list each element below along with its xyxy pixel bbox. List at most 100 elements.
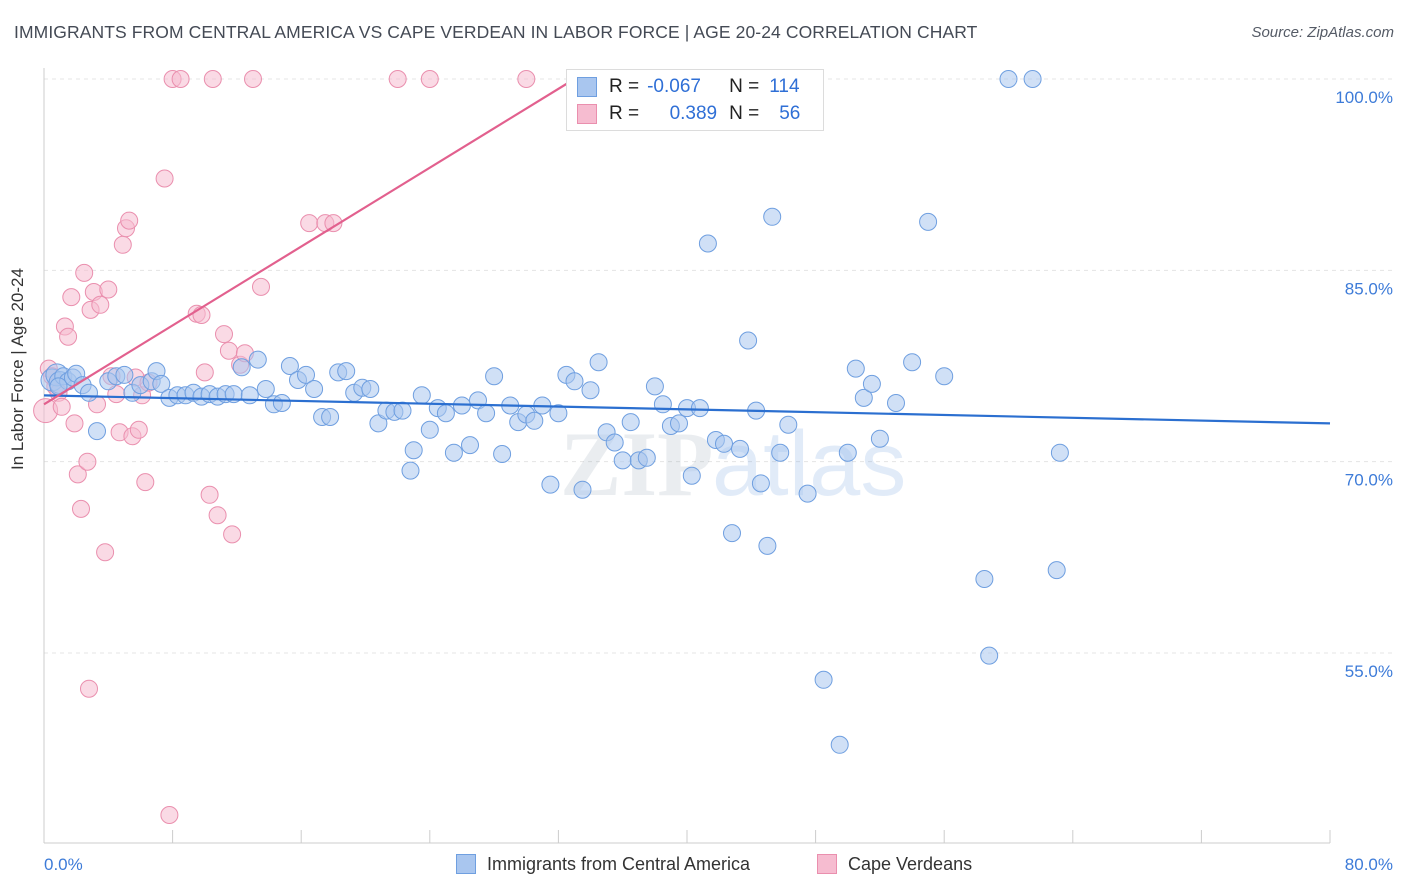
central-america-point <box>999 70 1018 88</box>
cape-verdean-trend-line <box>43 78 576 406</box>
cape-verdean-point <box>136 473 155 492</box>
legend-row-pink: R = 0.389 N = 56 <box>577 102 800 126</box>
central-america-point <box>272 394 291 412</box>
central-america-trend-line <box>43 394 1331 425</box>
central-america-point <box>1023 70 1042 88</box>
correlation-legend: R = -0.067 N = 114 R = 0.389 N = 56 <box>566 69 824 131</box>
cape-verdean-point <box>160 806 179 824</box>
bottom-legend-label-blue: Immigrants from Central America <box>487 853 751 874</box>
cape-verdean-point <box>113 235 132 254</box>
cape-verdean-point <box>129 420 148 439</box>
central-america-point <box>280 357 299 375</box>
trend-lines <box>43 78 1331 425</box>
central-america-point <box>682 466 701 485</box>
cape-verdean-point <box>195 363 214 382</box>
legend-r-value: -0.067 <box>647 76 701 97</box>
central-america-point <box>698 234 717 253</box>
central-america-point <box>420 420 439 439</box>
cape-verdean-point <box>192 306 211 324</box>
legend-r-label: R = <box>609 76 640 97</box>
legend-n-value: 114 <box>769 76 800 97</box>
central-america-point <box>645 377 664 396</box>
central-america-point <box>605 433 624 452</box>
cape-verdean-point <box>75 263 94 282</box>
y-axis-label: In Labor Force | Age 20-24 <box>8 268 27 470</box>
central-america-point <box>715 434 733 453</box>
legend-r-value: 0.389 <box>669 103 718 124</box>
central-america-point <box>690 399 709 418</box>
central-america-point <box>436 404 455 423</box>
central-america-point <box>444 443 463 462</box>
cape-verdean-point <box>300 214 319 233</box>
central-america-point <box>461 436 479 455</box>
central-america-point <box>541 475 560 494</box>
cape-verdean-point <box>78 452 97 471</box>
central-america-point <box>653 395 672 414</box>
cape-verdean-point <box>171 70 190 88</box>
legend-n-label: N = <box>729 76 760 97</box>
bottom-legend-blue: Immigrants from Central America <box>456 852 750 876</box>
central-america-point <box>404 441 423 460</box>
central-america-point <box>248 350 267 369</box>
cape-verdean-point <box>517 70 536 88</box>
y-tick-label: 70.0% <box>1345 471 1393 490</box>
central-america-point <box>485 367 504 386</box>
axes <box>43 68 1331 844</box>
x-tick-label: 80.0% <box>1345 855 1393 874</box>
central-america-point <box>493 445 512 463</box>
cape-verdean-point <box>72 499 90 518</box>
central-america-point <box>862 374 881 393</box>
cape-verdean-point <box>80 679 98 698</box>
cape-verdean-point <box>59 327 78 346</box>
central-america-point <box>751 474 770 493</box>
central-america-point <box>589 353 608 372</box>
central-america-point <box>798 484 817 503</box>
central-america-point <box>779 415 798 434</box>
central-america-point <box>477 404 496 423</box>
central-america-point <box>88 422 106 441</box>
y-tick-label: 85.0% <box>1345 279 1393 298</box>
legend-r-label: R = <box>609 103 640 124</box>
central-america-point <box>830 735 849 754</box>
chart-title: IMMIGRANTS FROM CENTRAL AMERICA VS CAPE … <box>14 22 978 42</box>
central-america-point <box>565 372 584 391</box>
central-america-point <box>549 404 568 423</box>
central-america-point <box>814 670 833 689</box>
central-america-point <box>80 383 98 402</box>
central-america-point <box>369 414 388 433</box>
tick-labels: 100.0% 85.0% 70.0% 55.0% 0.0% 80.0% <box>44 88 1393 874</box>
y-tick-label: 100.0% <box>1335 88 1393 107</box>
central-america-point <box>758 536 777 555</box>
central-america-point <box>980 646 999 665</box>
cape-verdean-point <box>52 397 71 416</box>
cape-verdean-point <box>420 70 439 88</box>
cape-verdean-point <box>223 525 242 544</box>
central-america-point <box>361 380 380 398</box>
bottom-legend-swatch-blue <box>456 854 476 874</box>
central-america-point <box>935 367 954 386</box>
central-america-points <box>40 70 1069 754</box>
central-america-point <box>525 411 544 430</box>
legend-n-label: N = <box>729 103 760 124</box>
cape-verdean-point <box>96 543 115 562</box>
central-america-point <box>337 362 356 381</box>
cape-verdean-point <box>203 70 222 88</box>
central-america-point <box>870 429 889 448</box>
y-tick-label: 55.0% <box>1345 662 1393 681</box>
central-america-point <box>613 451 632 470</box>
central-america-point <box>1047 561 1066 580</box>
cape-verdean-point <box>120 211 139 230</box>
central-america-point <box>731 439 749 458</box>
legend-row-blue: R = -0.067 N = 114 <box>577 75 800 99</box>
central-america-point <box>887 394 905 412</box>
cape-verdean-point <box>62 288 81 307</box>
bottom-legend-pink: Cape Verdeans <box>817 852 972 876</box>
central-america-point <box>256 380 275 398</box>
central-america-point <box>763 207 782 226</box>
central-america-point <box>975 570 994 588</box>
central-america-point <box>637 448 656 467</box>
legend-swatch-pink <box>577 104 597 124</box>
central-america-point <box>115 365 134 384</box>
cape-verdean-point <box>219 341 238 360</box>
